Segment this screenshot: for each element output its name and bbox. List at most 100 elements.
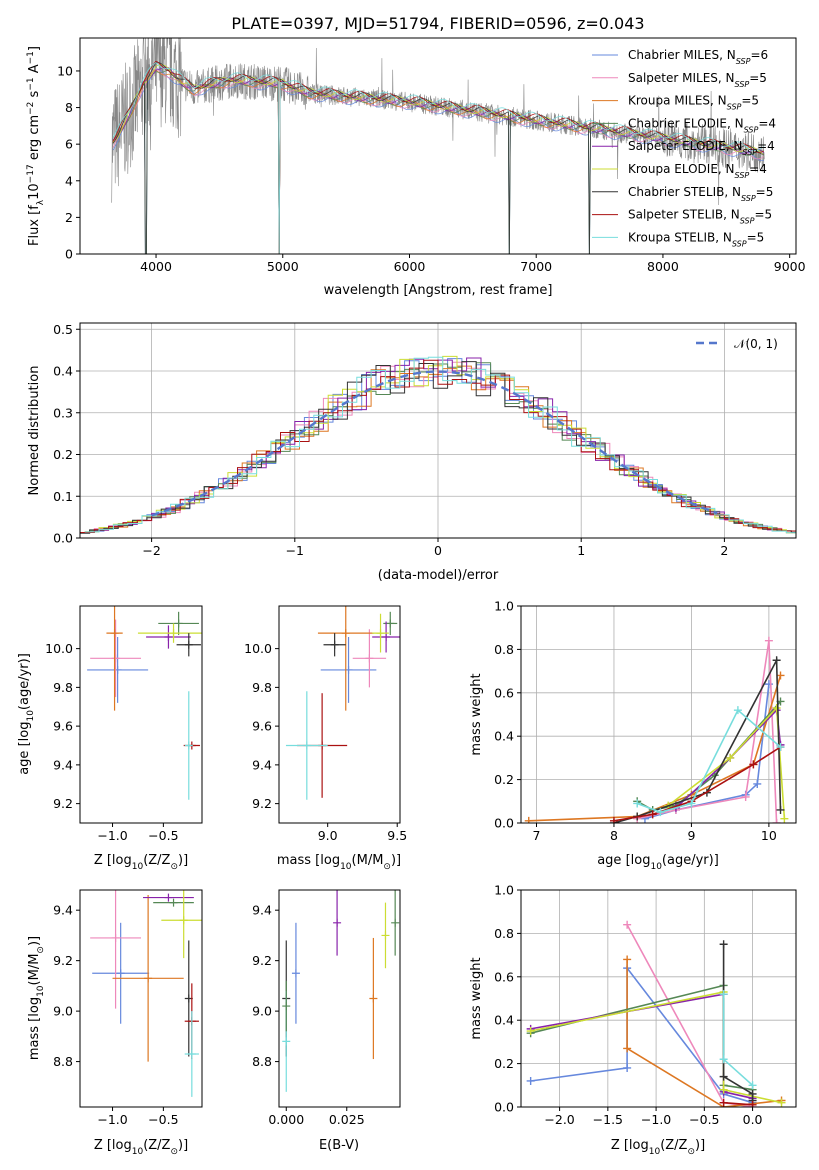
legend-subscript: SSP [735,171,750,180]
y-tick-label: 9.0 [53,1004,73,1019]
plot-area [90,890,202,1097]
y-tick-label: 0.1 [53,489,73,504]
legend-model-name: Kroupa MILES, N [628,94,727,108]
legend-entry: Chabrier STELIB, NSSP=5 [628,185,773,203]
y-tick-label: 0.2 [494,772,514,787]
x-tick-label: −2 [142,543,160,558]
legend-subscript: SSP [735,79,750,88]
best-fit-marker [333,918,342,927]
mass-weight-marker [609,816,618,823]
best-fit-marker [386,619,395,628]
axes-frame [278,889,401,1108]
mass-weight-marker [741,792,750,801]
y-tick-label: 9.2 [53,796,73,811]
plot-area [87,606,202,800]
x-tick-label: −0.5 [148,1112,178,1127]
x-axis-label: wavelength [Angstrom, rest frame] [324,283,553,298]
best-fit-marker [365,654,374,663]
best-fit-marker [144,974,153,983]
legend-entry: Chabrier MILES, NSSP=6 [628,48,768,66]
axes-frame [79,37,797,255]
x-axis-label: mass [log10(M/M⊙)] [277,853,401,872]
y-tick-label: 0.6 [494,969,514,984]
x-axis-label-part: 10 [132,862,144,872]
y-tick-label: 0.5 [53,322,73,337]
mass-weight-marker [623,1063,632,1072]
y-tick-label: 9.6 [252,719,272,734]
x-tick-label: −0.5 [689,1112,719,1127]
x-axis-label-part: (Z/Z [660,1138,687,1153]
y-tick-label: 9.2 [252,953,272,968]
x-axis-label: age [log10(age/yr)] [597,853,719,872]
mass-vs-reddening-panel: 0.000 0.025 8.8 9.0 9.2 9.4 E(B-V) [252,889,401,1153]
mass-weight-marker [772,819,781,823]
legend-subscript: SSP [740,216,755,225]
legend-entry: 𝒩(0, 1) [734,337,778,351]
x-axis-label: E(B-V) [319,1138,359,1153]
y-axis-label-part: age [log [17,722,32,775]
legend-model-name: Salpeter STELIB, N [628,208,740,222]
observed-spectrum-line [111,38,765,206]
x-tick-label: −1.0 [641,1112,671,1127]
mass-weight-marker [623,1044,632,1053]
legend-count: =4 [757,139,775,153]
axes-frame [79,605,203,824]
x-tick-label: −1.5 [593,1112,623,1127]
x-axis-label-part: ⊙ [687,1147,695,1157]
mass-weight-line [723,1101,753,1106]
normal-reference-curve [151,370,718,517]
legend-model-name: Salpeter ELODIE, N [628,139,742,153]
y-tick-label: 9.2 [252,796,272,811]
x-axis-label-part: (M/M [352,853,384,868]
mass-weight-marker [524,816,533,823]
legend-entry: Chabrier ELODIE, NSSP=4 [628,116,776,133]
y-tick-label: 6 [65,137,73,152]
legend-count: =5 [756,185,774,199]
mass-weight-marker [748,1100,757,1107]
y-axis-label-part: λ [36,199,46,205]
plot-area [285,606,400,800]
y-tick-label: 9.8 [53,680,73,695]
x-tick-label: 0.025 [329,1112,365,1127]
weight-vs-metallicity-panel: −2.0 −1.5 −1.0 −0.5 0.0 0.0 0.2 0.4 0.6 0.8 1.0 mas… [469,883,797,1157]
x-axis-label-part: Z [log [611,1138,649,1153]
x-tick-label: 9000 [774,259,806,274]
best-fit-marker [282,1037,291,1046]
best-fit-marker [381,931,390,940]
mass-weight-marker [776,805,785,814]
best-fit-marker [179,916,188,925]
best-fit-marker [169,629,178,638]
residual-histogram-step [84,356,796,534]
mass-weight-marker [623,920,632,929]
mass-weight-marker [719,1098,728,1107]
mass-weight-marker [772,703,781,712]
y-axis-label-part: ⊙ [36,946,46,954]
y-tick-label: 8 [65,100,73,115]
model-spectrum-line [112,61,764,254]
x-tick-label: 7 [533,828,541,843]
mass-weight-marker [719,1055,728,1064]
weight-vs-age-panel: 7 8 9 10 0.0 0.2 0.4 0.6 0.8 1.0 mass weight age [l… [469,599,797,872]
mass-weight-marker [719,990,728,999]
mass-weight-marker [772,656,781,665]
y-axis-label-part: 10 [27,183,42,200]
x-axis-label: Z [log10(Z/Z⊙)] [94,853,188,872]
x-axis-label-part: )] [391,853,401,868]
x-tick-label: 8000 [647,259,679,274]
axes-frame [520,605,797,824]
x-tick-label: −1.0 [97,828,127,843]
y-axis-label-part: 10 [26,710,36,722]
legend-model-name: Kroupa ELODIE, N [628,162,735,176]
y-tick-label: 0.8 [494,642,514,657]
x-tick-label: 4000 [140,259,172,274]
y-tick-label: 9.8 [252,680,272,695]
x-axis-label-part: age [log [597,853,650,868]
model-spectrum-line [112,62,764,254]
mass-weight-marker [776,743,785,752]
y-tick-label: 1.0 [494,599,514,614]
mass-weight-marker [748,1081,757,1090]
x-axis-label-part: 10 [340,862,352,872]
x-tick-label: 9.5 [387,828,407,843]
mass-weight-marker [623,955,632,964]
